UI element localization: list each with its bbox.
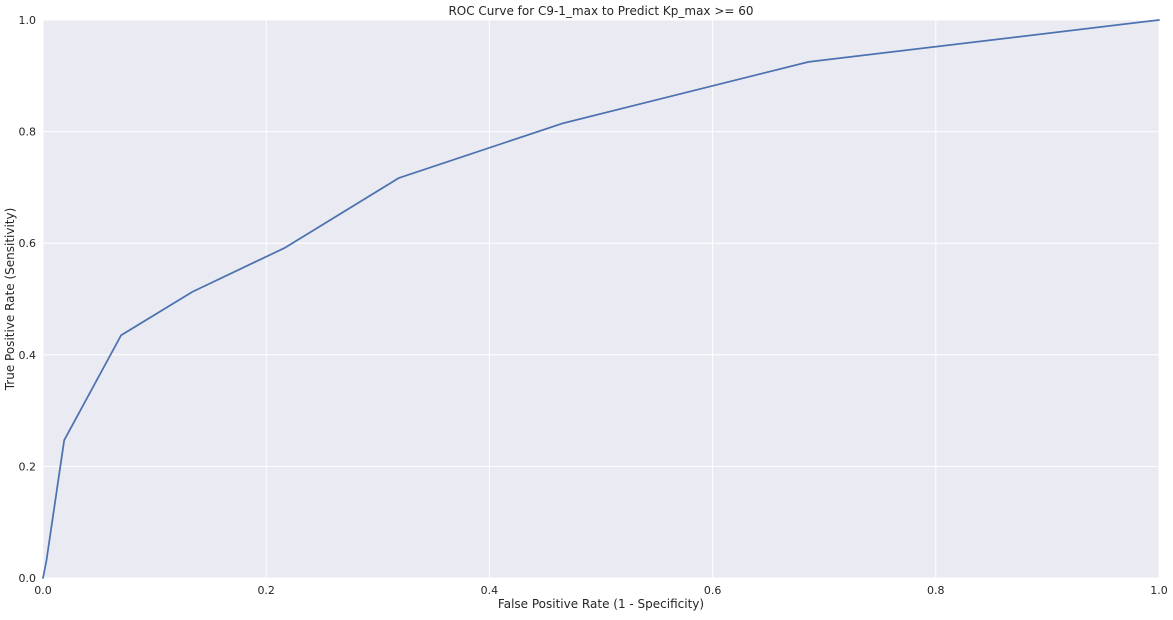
- chart-title: ROC Curve for C9-1_max to Predict Kp_max…: [448, 4, 753, 18]
- x-tick-label: 0.8: [927, 584, 945, 597]
- roc-curve-line: [42, 19, 1160, 579]
- y-tick-label: 0.4: [19, 349, 37, 362]
- y-tick-label: 0.8: [19, 126, 37, 139]
- x-tick-label: 0.4: [481, 584, 499, 597]
- x-tick-label: 1.0: [1150, 584, 1168, 597]
- x-tick-label: 0.2: [257, 584, 275, 597]
- x-tick-label: 0.6: [704, 584, 722, 597]
- y-tick-label: 0.6: [19, 237, 37, 250]
- series-layer: [42, 19, 1160, 579]
- plot-area: [43, 20, 1159, 578]
- x-tick-label: 0.0: [34, 584, 52, 597]
- y-tick-label: 0.2: [19, 460, 37, 473]
- grid-lines: [42, 19, 1160, 579]
- y-axis-label: True Positive Rate (Sensitivity): [3, 208, 17, 392]
- tick-labels: 0.0 0.2 0.4 0.6 0.8 1.0 0.0 0.2 0.4 0.6 0.8 1.0: [19, 14, 1168, 597]
- y-tick-label: 1.0: [19, 14, 37, 27]
- y-tick-label: 0.0: [19, 572, 37, 585]
- x-axis-label: False Positive Rate (1 - Specificity): [498, 597, 704, 611]
